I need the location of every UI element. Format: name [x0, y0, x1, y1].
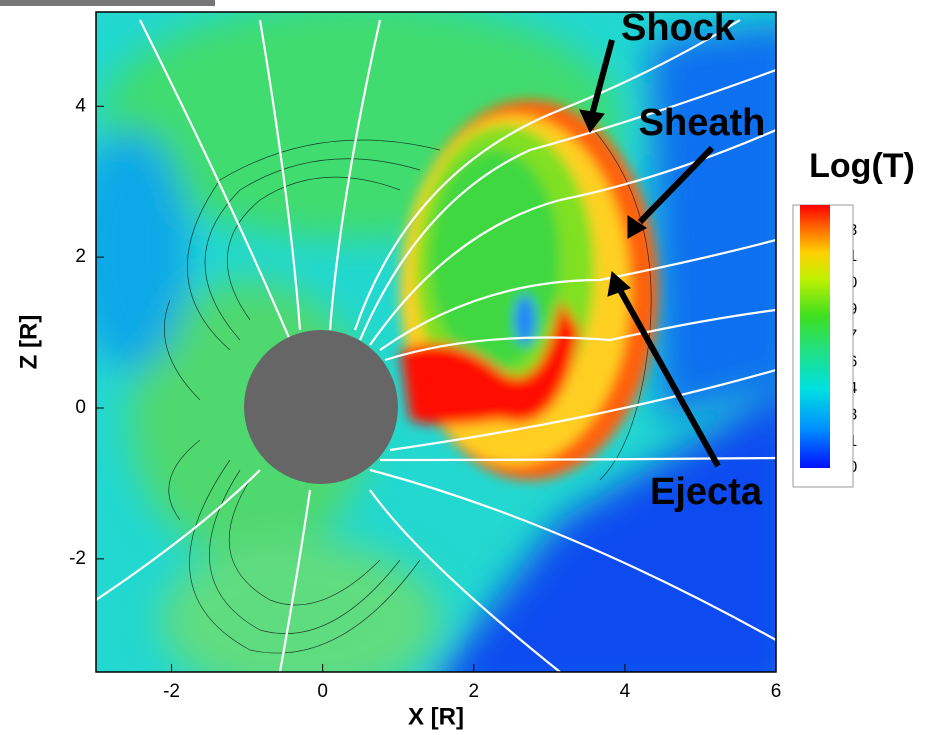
y-tick-label: 4: [75, 95, 86, 116]
annotation: Sheath: [639, 102, 766, 144]
x-axis-label: X [R]: [408, 703, 464, 730]
y-tick-label: 2: [75, 246, 86, 267]
annotation: Shock: [621, 7, 736, 49]
sun-disk: [244, 330, 398, 484]
x-tick-label: 2: [468, 681, 479, 702]
colorbar: [800, 205, 830, 468]
x-tick-label: 4: [620, 681, 631, 702]
y-tick-label: 0: [75, 397, 86, 418]
annotation: Ejecta: [650, 471, 763, 513]
crop-artifact: [0, 0, 215, 6]
colorbar-title: Log(T): [809, 147, 915, 185]
x-tick-label: 0: [317, 681, 328, 702]
chart: -20246-20247.37.17.06.96.76.66.46.36.16.…: [0, 0, 927, 735]
x-tick-label: 6: [771, 681, 782, 702]
y-tick-label: -2: [69, 548, 86, 569]
y-axis-label: Z [R]: [15, 315, 42, 370]
x-tick-label: -2: [163, 681, 180, 702]
